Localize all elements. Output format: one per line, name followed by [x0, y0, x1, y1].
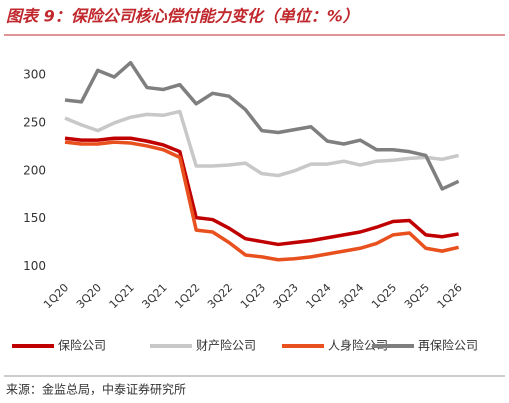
series-line: [64, 136, 459, 247]
x-tick-label: 3Q24: [336, 281, 366, 311]
legend-label: 人身险公司: [328, 338, 388, 353]
source: 来源：金监总局，中泰证券研究所: [6, 382, 186, 397]
y-tick-label: 150: [23, 211, 46, 225]
legend-label: 财产险公司: [196, 338, 256, 353]
y-tick-label: 100: [23, 259, 46, 273]
x-tick-label: 1Q23: [238, 281, 268, 311]
series-line: [64, 140, 459, 262]
y-tick-label: 250: [23, 115, 46, 129]
x-tick-label: 3Q21: [139, 281, 169, 311]
x-tick-label: 1Q20: [41, 281, 71, 311]
legend-label: 保险公司: [58, 338, 106, 353]
x-tick-label: 1Q24: [303, 281, 333, 311]
x-tick-label: 3Q25: [402, 281, 432, 311]
x-tick-label: 3Q22: [205, 281, 235, 311]
y-tick-label: 300: [23, 68, 46, 82]
legend-label: 再保险公司: [418, 338, 478, 353]
series-line: [64, 109, 459, 178]
series-line: [64, 60, 460, 191]
x-tick-label: 1Q26: [435, 281, 465, 311]
x-tick-label: 3Q20: [74, 281, 104, 311]
y-tick-label: 200: [23, 163, 46, 177]
x-tick-label: 1Q21: [107, 281, 137, 311]
x-tick-label: 1Q22: [172, 281, 202, 311]
x-tick-label: 3Q23: [271, 281, 301, 311]
chart-title: 图表 9：保险公司核心偿付能力变化（单位：%）: [6, 7, 359, 26]
x-tick-label: 1Q25: [369, 281, 399, 311]
